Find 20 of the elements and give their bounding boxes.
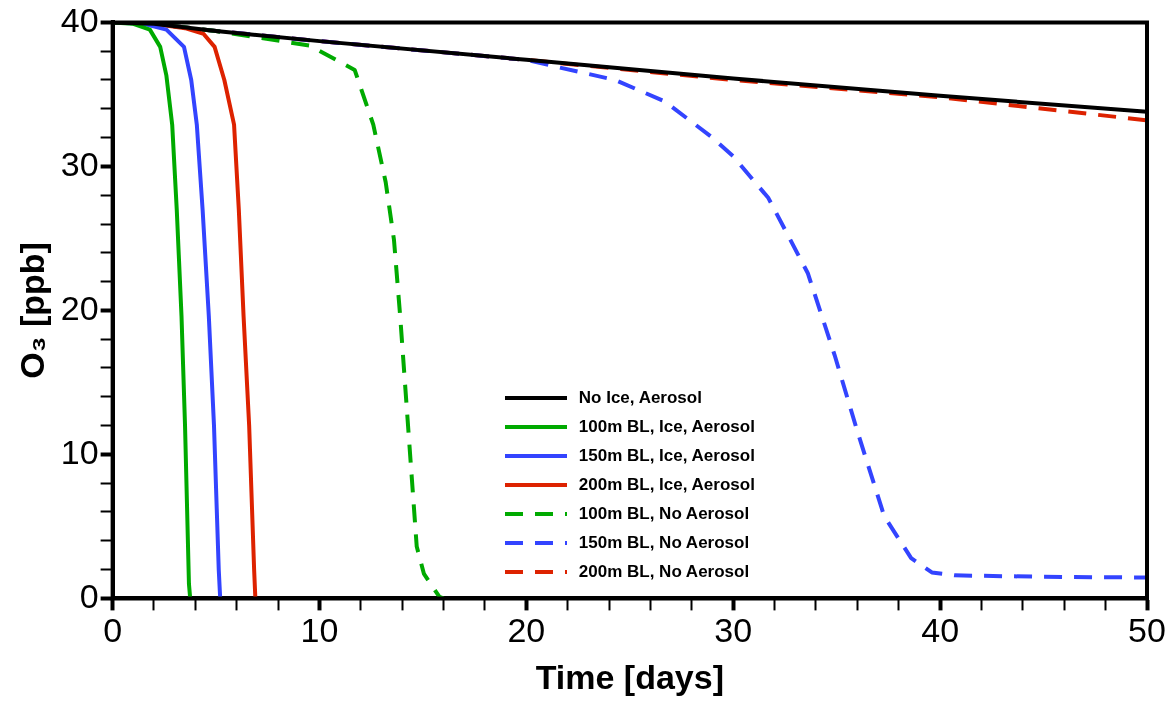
- x-tick-label: 40: [921, 611, 960, 650]
- x-tick-label: 30: [714, 611, 753, 650]
- legend-label: 200m BL, No Aerosol: [578, 561, 750, 584]
- y-tick-label: 20: [60, 288, 99, 327]
- y-tick-label: 40: [60, 0, 99, 39]
- y-tick-label: 10: [60, 432, 99, 471]
- legend-label: 200m BL, Ice, Aerosol: [578, 474, 755, 497]
- x-tick-label: 20: [507, 611, 546, 650]
- x-tick-label: 0: [103, 611, 123, 650]
- y-axis-title: O₃ [ppb]: [12, 242, 51, 379]
- x-axis-title: Time [days]: [535, 657, 724, 696]
- legend-label: 150m BL, Ice, Aerosol: [578, 445, 755, 468]
- x-tick-label: 50: [1128, 611, 1166, 650]
- y-tick-label: 0: [79, 576, 99, 615]
- legend-label: 150m BL, No Aerosol: [578, 532, 750, 555]
- legend-label: 100m BL, No Aerosol: [578, 503, 750, 526]
- x-tick-label: 10: [300, 611, 339, 650]
- legend-label: 100m BL, Ice, Aerosol: [578, 416, 755, 439]
- legend-label: No Ice, Aerosol: [578, 387, 702, 410]
- y-tick-label: 30: [60, 144, 99, 183]
